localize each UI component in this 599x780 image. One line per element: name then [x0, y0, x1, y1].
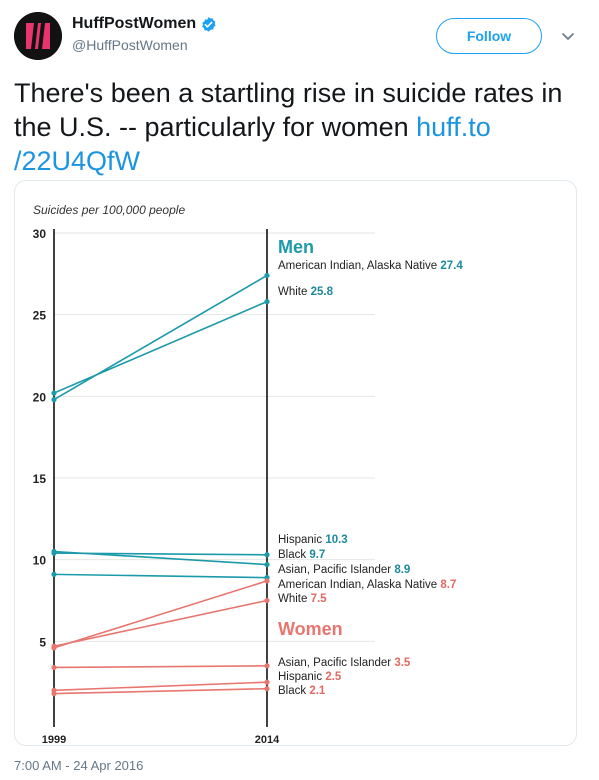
series-line — [53, 599, 268, 648]
tweet-text: There's been a startling rise in suicide… — [14, 76, 586, 178]
data-label: 8.9 — [394, 564, 410, 576]
series-name: American Indian, Alaska Native — [278, 579, 440, 591]
tweet-timestamp[interactable]: 7:00 AM - 24 Apr 2016 — [14, 758, 144, 773]
data-label: 10.3 — [325, 534, 347, 546]
y-tick-label: 15 — [33, 472, 47, 486]
series-name: Black — [278, 549, 309, 561]
y-tick-label: 5 — [39, 635, 46, 649]
series-line — [53, 300, 268, 394]
series-label: Black 9.7 — [278, 549, 325, 561]
series-label: American Indian, Alaska Native 27.4 — [278, 260, 463, 272]
series-label: Hispanic 10.3 — [278, 534, 348, 546]
series-point — [51, 397, 57, 403]
series-name: White — [278, 286, 311, 298]
series-point — [51, 691, 57, 697]
series-point — [264, 561, 270, 568]
legend-group-women: Women — [278, 619, 343, 639]
series-name: Black — [278, 685, 309, 697]
tweet-header: HuffPostWomen @HuffPostWomen Follow — [14, 12, 586, 62]
x-tick-label: 1999 — [42, 734, 66, 746]
series-point — [51, 643, 57, 649]
series-label: Hispanic 2.5 — [278, 671, 342, 683]
chart-image[interactable]: Suicides per 100,000 people 5 10 15 20 25 30 19… — [14, 180, 577, 746]
tweet-body: There's been a startling rise in suicide… — [14, 78, 563, 142]
series-label: American Indian, Alaska Native 8.7 — [278, 579, 456, 591]
series-label: White 25.8 — [278, 286, 334, 298]
series-point — [264, 686, 270, 692]
series-line — [53, 687, 268, 695]
series-name: Asian, Pacific Islander — [278, 657, 394, 669]
series-point — [264, 299, 270, 305]
chevron-down-icon[interactable] — [560, 28, 576, 44]
series-point — [264, 272, 270, 279]
series-name: Asian, Pacific Islander — [278, 564, 394, 576]
data-label: 3.5 — [394, 657, 411, 669]
y-tick-label: 25 — [33, 309, 47, 323]
series-point — [264, 663, 270, 669]
series-label: White 7.5 — [278, 593, 327, 605]
series-line — [53, 580, 268, 649]
tweet-link[interactable]: huff.to/22U4QfW — [14, 112, 491, 176]
display-name-row[interactable]: HuffPostWomen — [72, 15, 217, 33]
huffpost-logo-icon — [14, 12, 62, 60]
tweet-link-part2: /22U4QfW — [14, 146, 141, 176]
series-line — [53, 665, 268, 669]
series-point — [51, 571, 57, 577]
user-names: HuffPostWomen @HuffPostWomen — [72, 15, 217, 53]
tweet-link-part1: huff.to — [416, 112, 491, 142]
series-line — [53, 550, 268, 566]
series-name: Hispanic — [278, 671, 325, 683]
y-tick-label: 10 — [33, 554, 47, 568]
series-label: Black 2.1 — [278, 685, 326, 697]
data-label: 25.8 — [311, 286, 334, 298]
y-tick-label: 30 — [33, 227, 47, 241]
follow-button[interactable]: Follow — [436, 18, 542, 54]
series-point — [264, 679, 270, 685]
data-label: 9.7 — [309, 549, 325, 561]
series-line — [53, 573, 268, 579]
data-label: 7.5 — [311, 593, 328, 605]
user-handle[interactable]: @HuffPostWomen — [72, 37, 188, 53]
avatar[interactable] — [14, 12, 62, 60]
series-name: White — [278, 593, 311, 605]
series-point — [51, 664, 57, 671]
verified-badge-icon — [202, 16, 216, 32]
series-label: Asian, Pacific Islander 8.9 — [278, 564, 410, 576]
series-label: Asian, Pacific Islander 3.5 — [278, 657, 411, 669]
y-tick-label: 20 — [33, 390, 47, 404]
series-point — [51, 548, 57, 555]
x-tick-label: 2014 — [255, 734, 280, 746]
series-line — [53, 274, 268, 401]
legend-group-men: Men — [278, 237, 314, 257]
y-axis-label: Suicides per 100,000 people — [33, 203, 185, 217]
data-label: 8.7 — [440, 579, 456, 591]
data-label: 2.1 — [309, 685, 326, 697]
series-point — [51, 390, 57, 396]
suicide-rate-chart: Suicides per 100,000 people 5 10 15 20 25 30 19… — [33, 203, 464, 746]
display-name[interactable]: HuffPostWomen — [72, 15, 197, 32]
series-name: Hispanic — [278, 534, 325, 546]
data-label: 27.4 — [440, 260, 463, 272]
data-label: 2.5 — [325, 671, 342, 683]
series-point — [264, 597, 270, 604]
series-point — [264, 578, 270, 584]
series-line — [53, 681, 268, 692]
series-point — [264, 552, 270, 558]
series-name: American Indian, Alaska Native — [278, 260, 440, 272]
